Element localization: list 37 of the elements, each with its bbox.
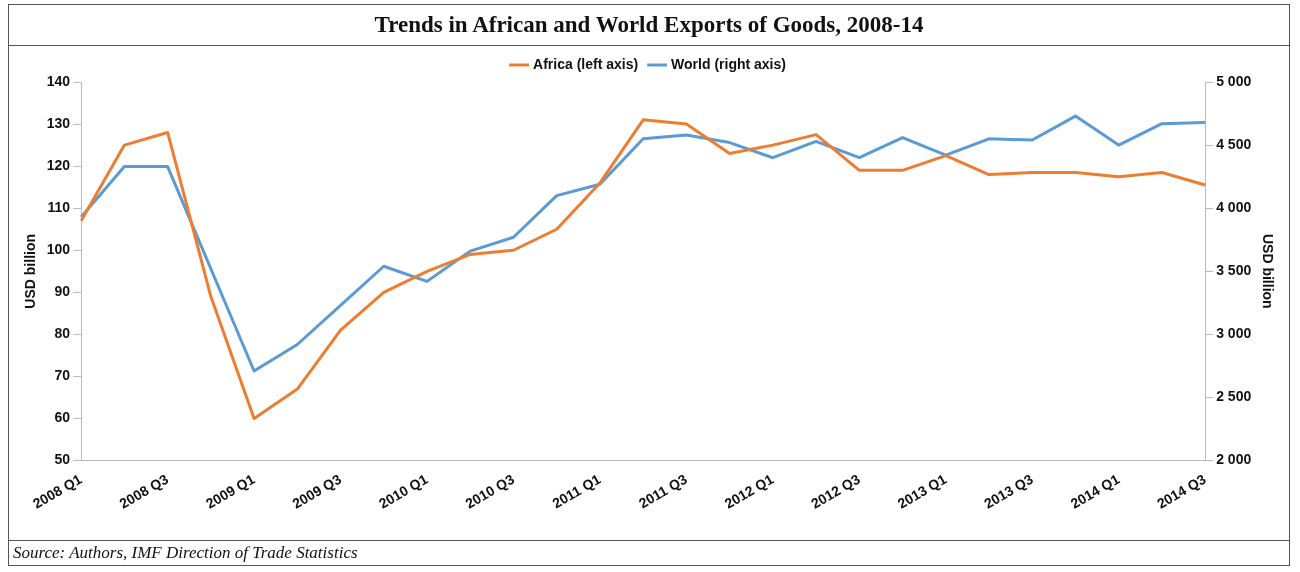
x-tick-label: 2011 Q1 [549,470,604,512]
x-tick-label: 2012 Q1 [721,470,777,512]
y-tick-label: 120 [46,156,71,173]
y2-tick-label: 2 000 [1216,451,1252,468]
y-axis-title: USD billion [22,233,39,309]
y-tick-label: 90 [54,283,71,300]
chart-title: Trends in African and World Exports of Goods, 2008-14 [9,5,1289,46]
x-tick-label: 2008 Q3 [116,470,172,512]
source-note: Source: Authors, IMF Direction of Trade Statistics [9,540,1289,565]
y-tick-label: 130 [46,114,71,131]
x-tick-label: 2013 Q1 [894,470,950,512]
x-tick-label: 2010 Q3 [462,470,518,512]
x-tick-label: 2008 Q1 [30,470,85,512]
y-tick-label: 80 [54,325,71,342]
y2-tick-label: 5 000 [1216,72,1252,89]
y-tick-label: 100 [46,241,71,258]
y2-tick-label: 3 000 [1216,325,1252,342]
y2-tick-label: 3 500 [1216,262,1252,279]
x-tick-label: 2010 Q1 [375,470,431,512]
y-tick-label: 50 [54,451,71,468]
y-tick-label: 110 [47,199,71,216]
x-tick-label: 2012 Q3 [808,470,863,512]
x-tick-label: 2014 Q1 [1067,470,1123,512]
y2-tick-label: 2 500 [1216,388,1252,405]
y2-tick-label: 4 000 [1216,199,1252,216]
y-tick-label: 60 [54,409,71,426]
x-tick-label: 2011 Q3 [636,470,690,512]
legend-label: Africa (left axis) [533,55,639,72]
x-tick-label: 2014 Q3 [1154,470,1209,512]
y2-axis-title: USD billion [1259,233,1276,309]
legend-label: World (right axis) [671,55,786,72]
y-tick-label: 140 [46,72,71,89]
y-tick-label: 70 [54,367,71,384]
x-tick-label: 2009 Q3 [289,470,345,512]
x-tick-label: 2009 Q1 [203,470,258,512]
y2-tick-label: 4 500 [1216,135,1252,152]
x-tick-label: 2013 Q3 [981,470,1036,512]
